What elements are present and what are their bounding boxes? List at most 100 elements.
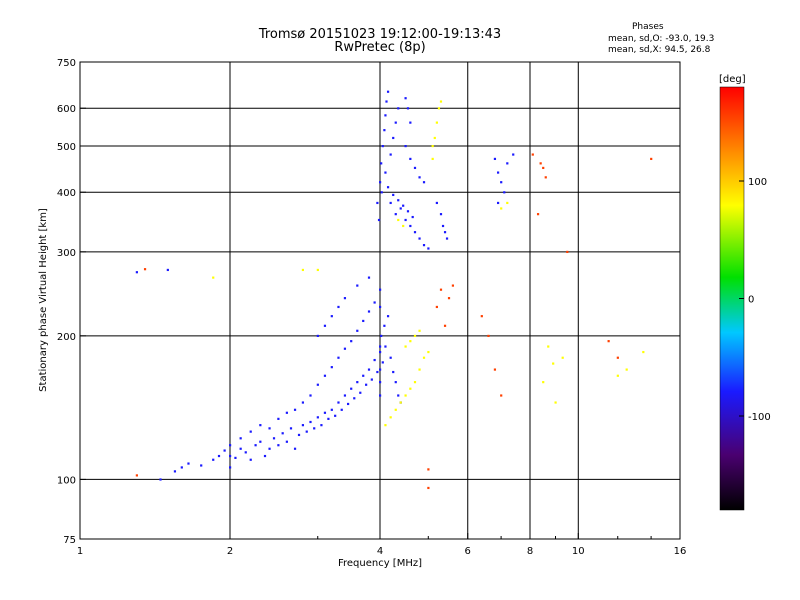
data-point [285, 411, 288, 414]
data-point [435, 305, 438, 309]
data-point [487, 334, 490, 338]
data-point [413, 334, 417, 338]
data-point [362, 374, 365, 377]
data-point [406, 107, 410, 110]
data-point [143, 268, 147, 271]
data-point [404, 394, 407, 397]
data-point [327, 417, 330, 420]
colorbar-tick-label: 0 [748, 295, 754, 306]
data-point [301, 268, 305, 272]
data-point [377, 218, 381, 222]
y-tick-label: 75 [63, 535, 76, 546]
data-point [367, 276, 371, 279]
data-point [413, 166, 417, 170]
data-point [309, 420, 312, 424]
data-point [404, 218, 407, 222]
data-point [389, 416, 392, 419]
scatter-points [135, 90, 653, 490]
data-point [500, 181, 503, 184]
colorbar-label: [deg] [719, 74, 746, 85]
data-point [480, 315, 483, 318]
y-axis-label: Stationary phase Virtual Height [km] [38, 208, 49, 392]
data-point [496, 201, 500, 205]
x-tick-label: 1 [77, 546, 83, 557]
data-point [212, 276, 215, 279]
data-point [277, 417, 280, 420]
data-point [166, 268, 169, 272]
data-point [394, 121, 397, 124]
data-point [439, 100, 443, 103]
data-point [301, 401, 305, 404]
data-point [394, 408, 397, 411]
data-point [386, 186, 390, 189]
axis-ticks: 1 2 4 6 8 10 16 75 100 200 300 400 500 600 750 [57, 58, 686, 557]
data-point [418, 176, 421, 179]
data-point [343, 394, 347, 397]
data-point [212, 458, 215, 461]
data-point [536, 213, 540, 216]
data-point [272, 437, 276, 440]
data-point [427, 247, 430, 250]
data-point [268, 447, 271, 450]
data-point [431, 144, 434, 148]
data-point [239, 447, 242, 450]
data-point [356, 381, 359, 384]
data-point [259, 440, 262, 443]
data-point [427, 468, 430, 471]
data-point [384, 345, 387, 348]
data-point [409, 157, 412, 161]
data-point [180, 466, 183, 469]
data-point [437, 107, 441, 110]
data-point [187, 462, 190, 465]
data-point [625, 368, 628, 371]
data-point [386, 90, 390, 93]
data-point [397, 199, 400, 202]
data-point [607, 340, 610, 343]
data-point [386, 315, 390, 318]
data-point [392, 136, 395, 140]
data-point [323, 324, 327, 327]
data-point [427, 486, 430, 490]
phase-stats-x-mode: mean, sd,X: 94.5, 26.8 [608, 45, 711, 55]
y-tick-label: 300 [57, 248, 76, 259]
data-point [392, 193, 395, 197]
data-point [379, 345, 382, 348]
grid-lines [80, 62, 680, 539]
data-point [445, 237, 449, 240]
data-point [435, 121, 438, 124]
data-point [217, 454, 221, 458]
data-point [277, 444, 280, 447]
data-point [380, 191, 383, 194]
data-point [397, 394, 400, 397]
data-point [379, 394, 382, 397]
data-point [309, 394, 312, 397]
data-point [381, 361, 384, 364]
x-tick-label: 2 [227, 546, 233, 557]
colorbar-tick-label: -100 [748, 412, 771, 423]
y-tick-label: 600 [57, 104, 76, 115]
data-point [362, 319, 365, 323]
data-point [365, 383, 368, 386]
data-point [268, 427, 271, 430]
data-point [380, 334, 383, 338]
data-point [552, 362, 555, 365]
data-point [413, 381, 417, 384]
data-point [353, 397, 356, 400]
data-point [409, 340, 412, 343]
phase-stats-heading: Phases [632, 22, 664, 32]
data-point [340, 408, 343, 411]
data-point [376, 201, 379, 205]
data-point [447, 297, 451, 300]
data-point [493, 368, 497, 371]
data-point [297, 433, 301, 437]
data-point [380, 162, 383, 165]
data-point [616, 374, 619, 377]
data-point [650, 157, 653, 161]
data-point [379, 368, 382, 371]
colorbar-ticks: -100 0 100 [739, 177, 771, 423]
data-point [422, 244, 426, 247]
data-point [346, 402, 350, 406]
data-point [433, 136, 436, 140]
data-point [263, 454, 267, 458]
